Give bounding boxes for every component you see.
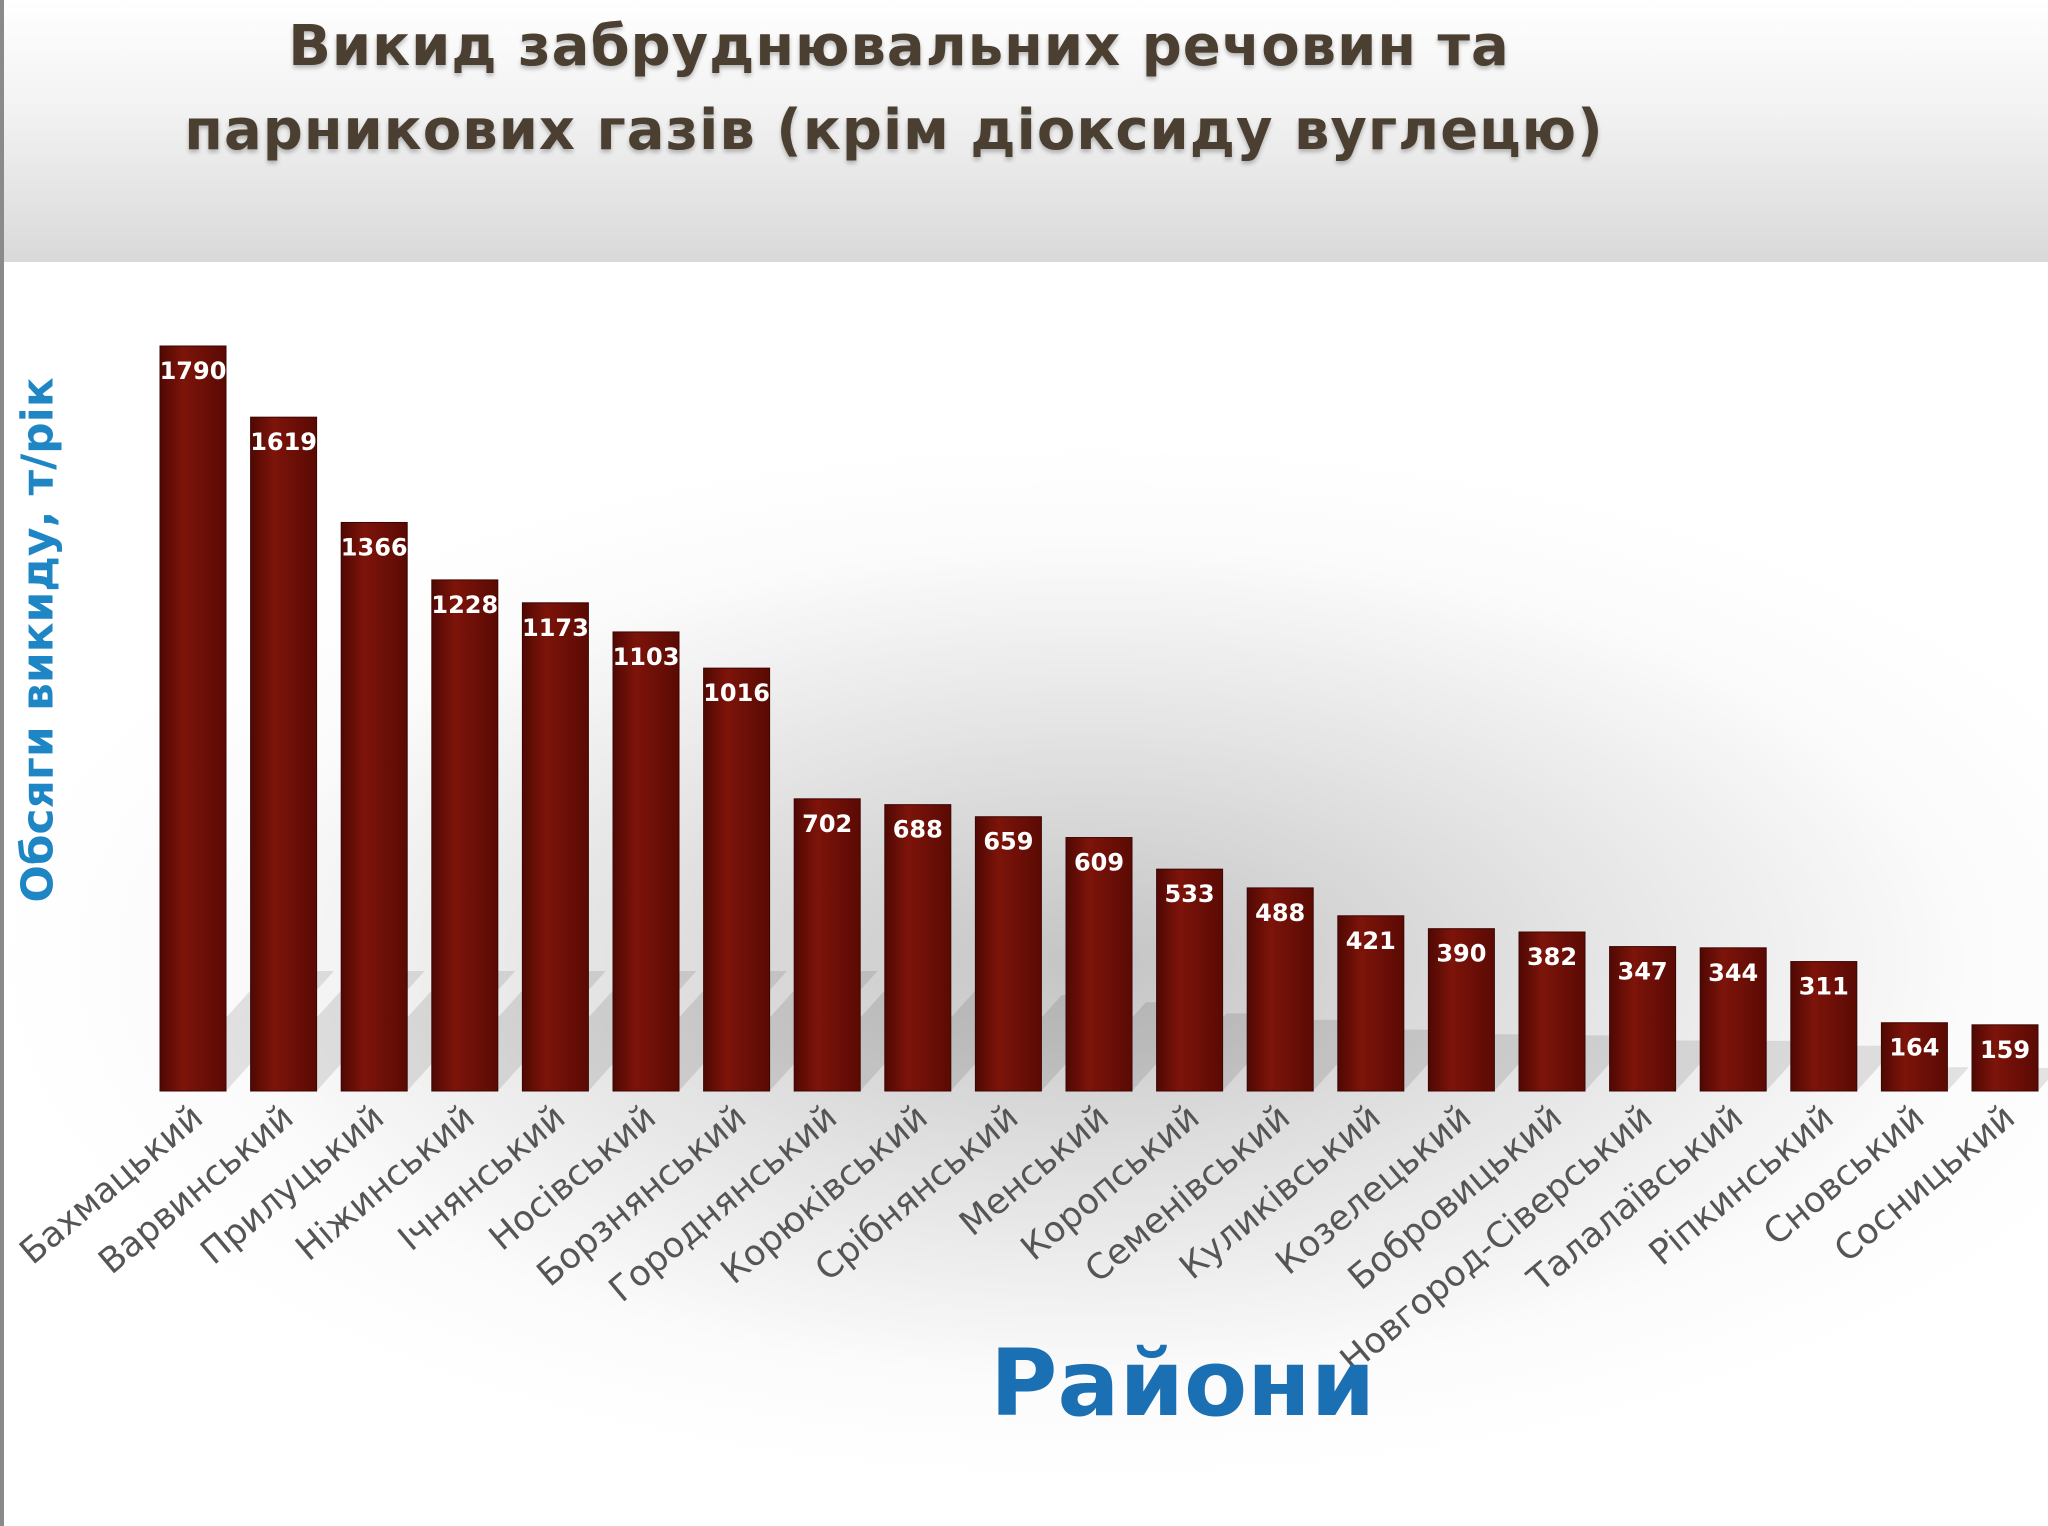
bar <box>1518 931 1586 1092</box>
bar <box>1699 947 1767 1092</box>
bar <box>521 602 589 1092</box>
bar <box>1156 868 1224 1092</box>
bar-value-label: 1366 <box>341 533 408 561</box>
bar-value-label: 1619 <box>250 428 317 456</box>
bar-value-label: 347 <box>1618 958 1668 986</box>
y-axis-label: Обсяги викиду, т/рік <box>12 377 64 903</box>
bar-value-label: 382 <box>1527 943 1577 971</box>
bar-value-label: 390 <box>1436 940 1486 968</box>
bar <box>1427 928 1495 1092</box>
bar <box>1880 1022 1948 1092</box>
bar-value-label: 659 <box>983 828 1033 856</box>
bar <box>974 816 1042 1092</box>
bar <box>793 798 861 1092</box>
bar-value-label: 311 <box>1799 973 1849 1001</box>
bar <box>1246 887 1314 1092</box>
bar-value-label: 609 <box>1074 849 1124 877</box>
bar-value-label: 344 <box>1708 959 1758 987</box>
bar-value-label: 533 <box>1165 880 1215 908</box>
bar-value-label: 688 <box>893 816 943 844</box>
bar <box>431 579 499 1092</box>
bar <box>884 804 952 1092</box>
bar <box>703 667 771 1092</box>
bar <box>1337 915 1405 1092</box>
bar-value-label: 421 <box>1346 927 1396 955</box>
bar-value-label: 1016 <box>703 679 770 707</box>
chart-title-line-2: парникових газів (крім діоксиду вуглецю) <box>184 98 1604 163</box>
bar-value-label: 1103 <box>613 643 680 671</box>
bar <box>1609 946 1677 1092</box>
bar <box>159 345 227 1092</box>
bar-value-label: 159 <box>1980 1036 2030 1064</box>
bar-value-label: 1173 <box>522 614 589 642</box>
title-band <box>0 0 2048 262</box>
x-axis-label: Райони <box>990 1330 1376 1437</box>
bar <box>1790 961 1858 1092</box>
chart-title-line-1: Викид забруднювальних речовин та <box>288 14 1510 79</box>
bar <box>250 416 318 1092</box>
bar <box>612 631 680 1092</box>
bar-value-label: 164 <box>1889 1034 1939 1062</box>
value-labels-group: 1790 1619 1366 1228 1173 1103 1016 702 688 659 609… <box>160 357 2030 1064</box>
bar-value-label: 1228 <box>431 591 498 619</box>
bar <box>1065 837 1133 1092</box>
bar <box>1971 1024 2039 1092</box>
bars-group <box>159 345 2039 1092</box>
slide-left-border <box>0 0 4 1526</box>
bar-value-label: 1790 <box>160 357 227 385</box>
bar <box>340 521 408 1092</box>
bar-value-label: 488 <box>1255 899 1305 927</box>
bar-value-label: 702 <box>802 810 852 838</box>
